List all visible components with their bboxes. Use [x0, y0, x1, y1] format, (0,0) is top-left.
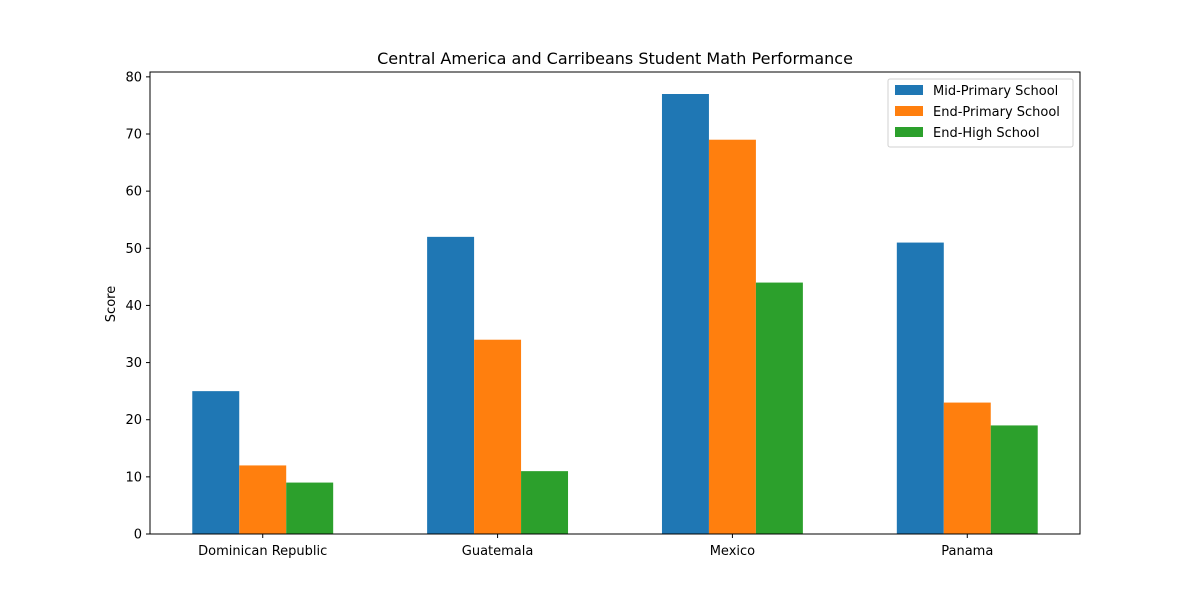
- y-tick-label: 40: [125, 299, 142, 314]
- bar-end-primary-school-mexico: [708, 139, 756, 534]
- legend-label: Mid-Primary School: [933, 84, 1058, 99]
- legend-box: [887, 78, 1074, 148]
- x-tick-label: Panama: [941, 544, 993, 559]
- legend-label: End-Primary School: [933, 105, 1060, 120]
- plot-frame: [149, 71, 1081, 535]
- bar-end-high-school-panama: [990, 425, 1038, 534]
- legend: Mid-Primary School End-Primary School End-…: [887, 78, 1074, 148]
- bars-group: [192, 94, 1038, 535]
- y-tick-label: 70: [125, 128, 142, 143]
- x-tick-label: Guatemala: [462, 544, 534, 559]
- y-tick-label: 50: [125, 242, 142, 257]
- chart-title: Central America and Carribeans Student M…: [377, 49, 853, 68]
- bar-mid-primary-school-guatemala: [427, 236, 475, 534]
- bar-mid-primary-school-panama: [896, 242, 944, 535]
- y-tick-label: 60: [125, 185, 142, 200]
- y-tick-label: 10: [125, 470, 142, 485]
- y-tick-label: 80: [125, 70, 142, 85]
- bar-end-high-school-guatemala: [521, 471, 569, 534]
- legend-swatch: [895, 85, 923, 95]
- bar-end-high-school-dominican-republic: [286, 482, 334, 534]
- bar-mid-primary-school-dominican-republic: [192, 391, 240, 534]
- legend-label: End-High School: [933, 126, 1040, 141]
- y-axis-label: Score: [104, 286, 119, 322]
- y-axis-ticks: 0 10 20 30 40 50 60 70 80: [125, 70, 150, 543]
- y-tick-label: 20: [125, 413, 142, 428]
- bar-mid-primary-school-mexico: [661, 94, 709, 534]
- bar-end-high-school-mexico: [755, 282, 803, 534]
- x-tick-label: Dominican Republic: [198, 544, 327, 559]
- legend-swatch: [895, 106, 923, 116]
- bar-end-primary-school-panama: [943, 402, 991, 534]
- y-tick-label: 0: [134, 528, 142, 543]
- x-tick-label: Mexico: [710, 544, 755, 559]
- x-axis-ticks: Dominican Republic Guatemala Mexico Panama: [198, 534, 993, 559]
- legend-swatch: [895, 127, 923, 137]
- bar-end-primary-school-guatemala: [474, 339, 522, 534]
- bar-end-primary-school-dominican-republic: [239, 465, 287, 534]
- y-tick-label: 30: [125, 356, 142, 371]
